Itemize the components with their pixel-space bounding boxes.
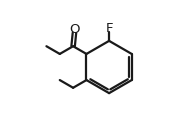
Text: O: O	[69, 23, 80, 36]
Text: F: F	[105, 22, 113, 35]
